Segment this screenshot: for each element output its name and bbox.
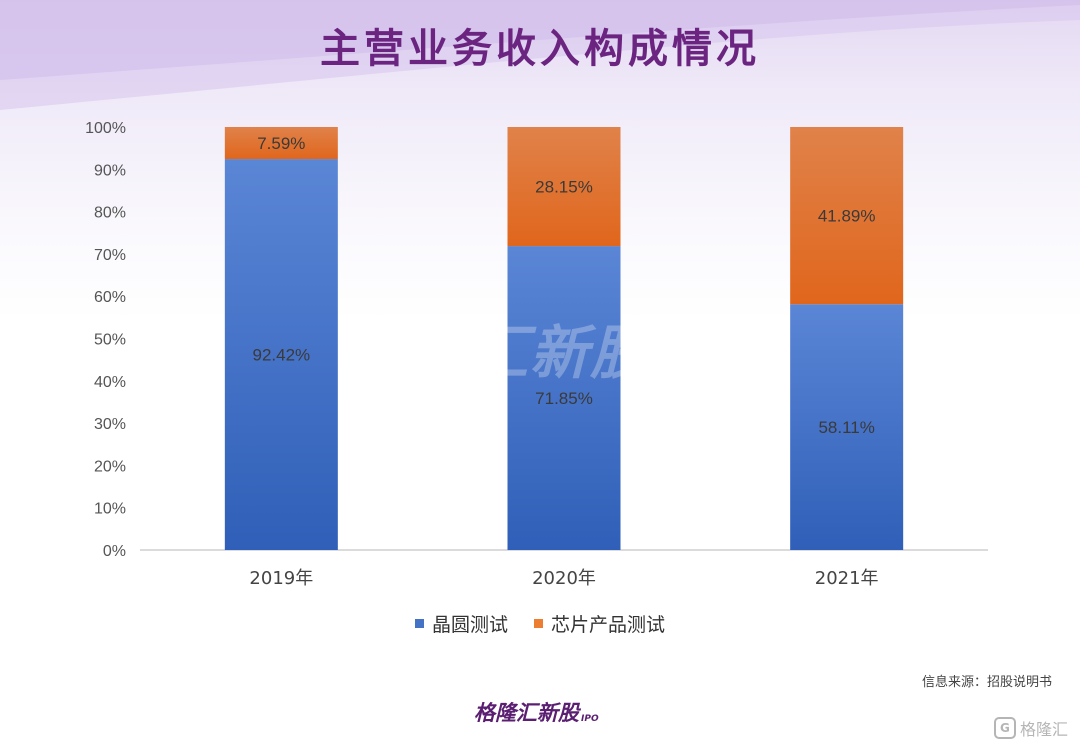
brand-logo: 格隆汇新股 IPO <box>474 697 599 727</box>
chart-title: 主营业务收入构成情况 <box>320 26 760 72</box>
legend-item-chip-test: 芯片产品测试 <box>534 610 665 637</box>
y-tick-label: 50% <box>94 332 126 349</box>
stacked-bar-chart: 0% 10% 20% 30% 40% 50% 60% 70% 80% 90% 100% 92.42% 7… <box>85 120 988 589</box>
legend-item-wafer-test: 晶圆测试 <box>414 610 508 637</box>
brand-name: 格隆汇新股 <box>474 701 579 725</box>
y-tick-label: 100% <box>85 120 126 137</box>
y-tick-label: 40% <box>94 374 126 391</box>
corner-logo-icon: G <box>993 717 1016 739</box>
bar-segment <box>507 127 621 247</box>
bar-segment <box>507 246 621 550</box>
corner-logo-text: 格隆汇 <box>1019 720 1068 739</box>
y-tick-label: 30% <box>94 416 126 433</box>
data-label: 71.85% <box>535 389 593 408</box>
bar-segment <box>790 127 904 305</box>
source-note: 信息来源：招股说明书 <box>921 675 1052 690</box>
data-label: 92.42% <box>252 346 310 365</box>
corner-logo: G 格隆汇 <box>993 716 1068 740</box>
bar-segment <box>224 127 338 160</box>
y-tick-label: 70% <box>94 247 126 264</box>
y-tick-label: 20% <box>94 458 126 475</box>
background-wave <box>0 0 1080 110</box>
x-tick-label: 2021年 <box>815 568 879 589</box>
data-label: 41.89% <box>818 207 876 226</box>
y-tick-label: 90% <box>94 162 126 179</box>
legend-label-wafer-test: 晶圆测试 <box>431 614 508 636</box>
y-tick-label: 80% <box>94 205 126 222</box>
legend-swatch-chip-test <box>534 619 543 628</box>
data-label: 58.11% <box>818 418 874 437</box>
legend-label-chip-test: 芯片产品测试 <box>551 614 666 636</box>
brand-sub: IPO <box>581 714 599 724</box>
y-tick-label: 60% <box>94 289 126 306</box>
legend-swatch-wafer-test <box>414 619 424 628</box>
data-label: 28.15% <box>535 178 593 197</box>
bar-segment <box>790 304 904 550</box>
y-tick-label: 0% <box>103 543 126 560</box>
data-label: 7.59% <box>257 134 305 153</box>
bar-segment <box>224 159 338 550</box>
chart-legend: 晶圆测试 芯片产品测试 <box>0 610 1080 637</box>
x-tick-label: 2020年 <box>532 568 596 589</box>
y-tick-label: 10% <box>94 501 126 518</box>
x-tick-label: 2019年 <box>249 568 313 589</box>
